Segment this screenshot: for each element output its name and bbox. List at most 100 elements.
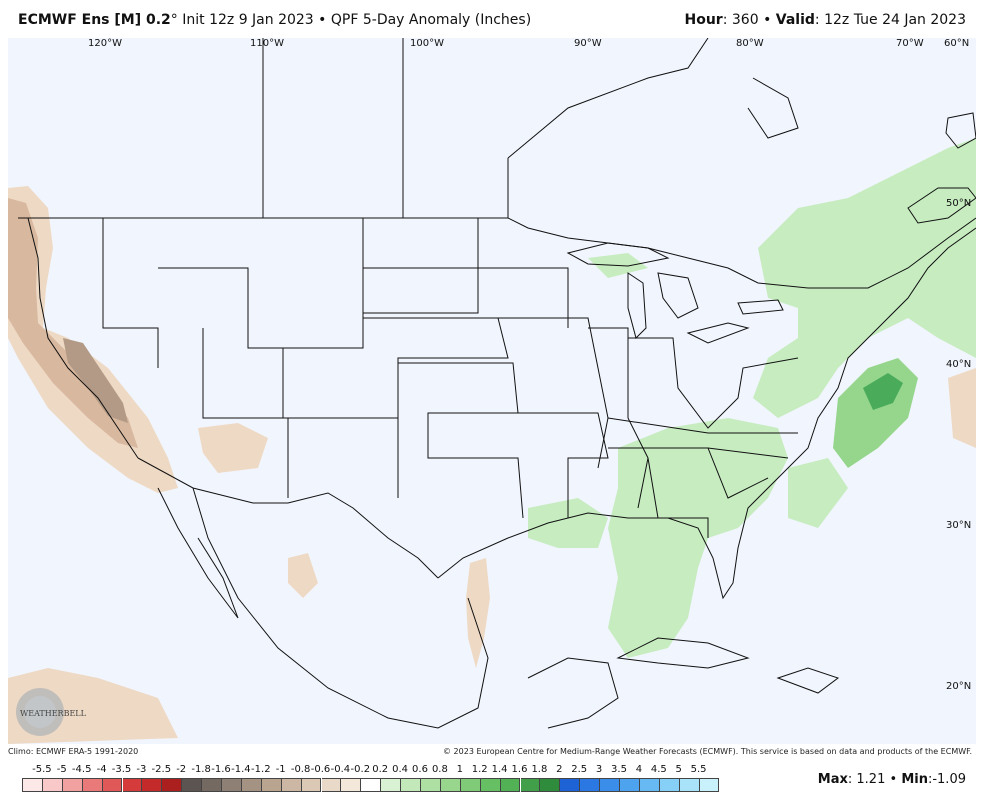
color-scale-swatch [639, 778, 660, 792]
color-scale-swatch [241, 778, 262, 792]
color-scale-swatch [520, 778, 541, 792]
state-line-8 [363, 317, 509, 418]
yucatan-coast [527, 657, 619, 729]
color-scale-label: -2 [176, 764, 187, 775]
dry-area-mexico-west [288, 553, 318, 598]
color-scale-swatch [540, 778, 561, 792]
us-mexico-border [137, 457, 439, 579]
latitude-label-20n: 20°N [946, 681, 972, 692]
color-scale-swatch [480, 778, 501, 792]
dry-area-arizona [198, 423, 268, 473]
color-scale-label: 5 [675, 764, 682, 775]
longitude-label-120w: 120°W [88, 38, 122, 49]
latitude-label-60n: 60°N [944, 38, 970, 49]
min-value: :-1.09 [927, 772, 966, 787]
wet-area-southeast [608, 418, 788, 658]
longitude-label-70w: 70°W [896, 38, 924, 49]
dry-area-mexico-gulf [466, 558, 490, 668]
hispaniola [776, 667, 840, 694]
valid-bullet: • [763, 12, 772, 28]
anomaly-map: 120°W 110°W 100°W 90°W 80°W 70°W 60°N 50… [8, 38, 976, 744]
copyright-note: © 2023 European Centre for Medium-Range … [443, 747, 972, 756]
great-lakes-ontario [737, 299, 784, 315]
stats-bullet: • [889, 772, 898, 787]
state-line-1 [102, 218, 159, 368]
color-scale-label: 4.5 [650, 764, 667, 775]
state-line-9 [398, 362, 524, 519]
degree-symbol: ° [170, 12, 178, 28]
svg-text:WEATHERBELL: WEATHERBELL [20, 709, 87, 718]
color-scale-label: -1.4 [231, 764, 251, 775]
longitude-label-80w: 80°W [736, 38, 764, 49]
color-scale-swatch [341, 778, 362, 792]
state-line-11 [498, 317, 609, 469]
credits-bar: Climo: ECMWF ERA-5 1991-2020 © 2023 Euro… [0, 746, 984, 760]
state-line-12 [518, 412, 609, 518]
state-line-10 [477, 218, 569, 328]
color-scale-swatch [580, 778, 601, 792]
latitude-label-40n: 40°N [946, 359, 972, 370]
hour-label: Hour [684, 12, 723, 28]
newfoundland [945, 112, 976, 149]
color-scale-swatch [699, 778, 720, 792]
color-scale-swatch [62, 778, 83, 792]
color-scale-swatch [460, 778, 481, 792]
state-line-4 [158, 218, 364, 349]
state-line-13 [588, 327, 649, 509]
color-scale-swatch [222, 778, 242, 792]
color-scale-label: -1.6 [211, 764, 231, 775]
great-lakes-erie [686, 322, 750, 344]
color-scale-swatch [421, 778, 441, 792]
borders [18, 38, 976, 729]
great-lakes-michigan [627, 272, 647, 339]
baja-california [157, 487, 239, 619]
product-name: QPF 5-Day Anomaly (Inches) [330, 12, 532, 28]
color-scale-label: 0.4 [392, 764, 409, 775]
color-scale-label: -0.4 [330, 764, 351, 775]
wet-area-atlantic-south [788, 458, 848, 528]
color-scale-swatch [620, 778, 640, 792]
color-scale-label: -3.5 [111, 764, 132, 775]
color-scale-swatch [301, 778, 322, 792]
color-scale-swatch [500, 778, 521, 792]
longitude-label-100w: 100°W [410, 38, 444, 49]
model-name: ECMWF Ens [M] 0.2 [18, 12, 171, 28]
map-canvas [8, 38, 976, 744]
color-scale-label: -1.8 [191, 764, 211, 775]
color-scale-swatch [679, 778, 700, 792]
title-bullet: • [318, 12, 327, 28]
latitude-label-50n: 50°N [946, 198, 972, 209]
valid-info: Hour: 360 • Valid: 12z Tue 24 Jan 2023 [685, 12, 967, 28]
color-scale-label: 1.8 [531, 764, 548, 775]
max-value: : 1.21 [847, 772, 886, 787]
maritimes [907, 187, 976, 224]
longitude-label-110w: 110°W [250, 38, 284, 49]
color-scale-label: -5.5 [32, 764, 52, 775]
state-line-7 [363, 267, 479, 314]
state-line-19 [658, 517, 709, 538]
climo-note: Climo: ECMWF ERA-5 1991-2020 [8, 747, 139, 756]
wet-area-atlantic-core [863, 373, 903, 410]
color-scale-label: -1 [275, 764, 286, 775]
color-scale-swatch [202, 778, 222, 792]
color-scale-label: -2.5 [151, 764, 172, 775]
color-scale-label: -0.6 [310, 764, 331, 775]
color-scale-label: -5 [56, 764, 67, 775]
color-scale-label: 0.6 [412, 764, 428, 775]
map-title: ECMWF Ens [M] 0.2° Init 12z 9 Jan 2023 •… [18, 12, 531, 28]
color-scale-label: -3 [136, 764, 147, 775]
color-scale-swatch [600, 778, 620, 792]
state-line-14 [628, 337, 799, 429]
color-scale [22, 778, 720, 792]
canada-border [18, 217, 976, 289]
color-scale-swatch [42, 778, 63, 792]
wet-area-northeast [753, 138, 976, 418]
mexico-coast [192, 487, 489, 729]
color-scale-label: 4 [635, 764, 643, 775]
dry-area-atlantic-east [948, 368, 976, 448]
color-scale-label: 2 [556, 764, 563, 775]
color-scale-label: -1.2 [251, 764, 271, 775]
wet-area-gulf [528, 498, 608, 548]
state-line-5 [202, 328, 289, 498]
color-scale-label: 1.6 [511, 764, 528, 775]
